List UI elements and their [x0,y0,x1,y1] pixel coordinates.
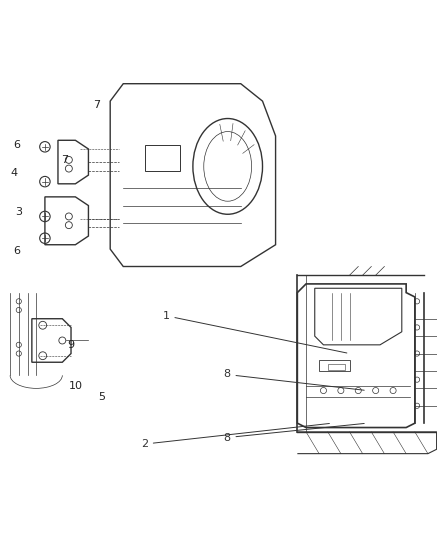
Text: 5: 5 [98,392,105,402]
Text: 4: 4 [11,168,18,178]
Text: 9: 9 [67,340,74,350]
Bar [145,144,180,171]
Text: 8: 8 [223,369,364,390]
Text: 2: 2 [141,424,329,449]
Text: 7: 7 [61,155,68,165]
Text: 6: 6 [13,246,20,256]
Bar [319,360,350,371]
Text: 6: 6 [13,140,20,150]
Text: 8: 8 [223,423,364,442]
Bar [328,364,345,370]
Text: 10: 10 [68,381,82,391]
Text: 7: 7 [94,100,101,110]
Text: 3: 3 [15,207,22,217]
Text: 1: 1 [162,311,347,353]
